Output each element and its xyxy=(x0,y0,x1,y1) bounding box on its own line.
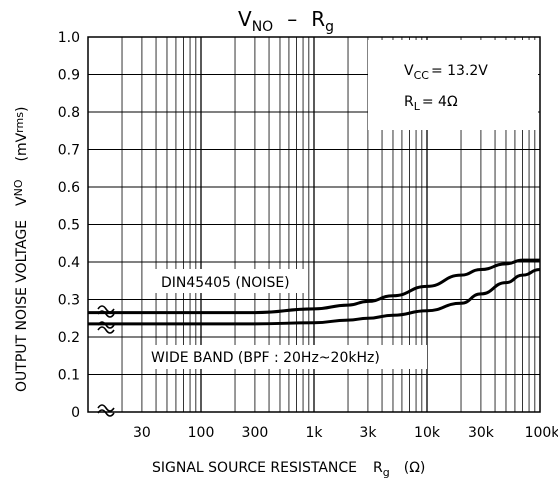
series-line-din45405 xyxy=(88,258,540,315)
wideband-label-bg xyxy=(145,345,427,369)
y-axis-label: OUTPUT NOISE VOLTAGEVNO(mVrms) xyxy=(12,107,30,392)
series-line-wideband xyxy=(88,268,541,326)
y-tick-label: 0.1 xyxy=(58,368,80,384)
y-tick-label: 0.7 xyxy=(58,143,80,159)
x-tick-label: 1k xyxy=(305,425,323,441)
curves xyxy=(88,258,541,326)
x-tick-label: 10k xyxy=(414,425,441,441)
conditions-box xyxy=(368,40,538,130)
x-axis-label: SIGNAL SOURCE RESISTANCE Rg (Ω) xyxy=(152,460,425,479)
y-tick-label: 0.4 xyxy=(58,255,80,271)
x-tick-labels: 30 100 300 1k 3k 10k 30k 100k xyxy=(133,425,558,441)
y-tick-label: 0.6 xyxy=(58,180,80,196)
y-tick-label: 0.5 xyxy=(58,218,80,234)
plot-frame xyxy=(87,36,541,413)
x-tick-label: 30k xyxy=(468,425,495,441)
series-label-wideband: WIDE BAND (BPF : 20Hz~20kHz) xyxy=(151,350,380,366)
x-tick-label: 30 xyxy=(133,425,151,441)
x-tick-label: 3k xyxy=(359,425,377,441)
x-tick-label: 100 xyxy=(188,425,215,441)
series-label-din: DIN45405 (NOISE) xyxy=(161,275,290,291)
y-tick-label: 0.8 xyxy=(58,105,80,121)
y-tick-labels: 0 0.1 0.2 0.3 0.4 0.5 0.6 0.7 0.8 0.9 1.0 xyxy=(58,30,80,421)
chart-title: VNO – Rg xyxy=(238,7,334,35)
y-tick-label: 0.2 xyxy=(58,330,80,346)
vcc-label: VCC = 13.2V xyxy=(404,63,488,82)
x-tick-label: 300 xyxy=(242,425,269,441)
y-tick-label: 1.0 xyxy=(58,30,80,46)
y-tick-label: 0 xyxy=(71,405,80,421)
y-tick-label: 0.3 xyxy=(58,293,80,309)
axis-break-marks xyxy=(97,305,115,417)
din-label-bg xyxy=(155,269,307,293)
x-tick-label: 100k xyxy=(525,425,558,441)
y-tick-label: 0.9 xyxy=(58,68,80,84)
rl-label: RL = 4Ω xyxy=(404,94,458,113)
